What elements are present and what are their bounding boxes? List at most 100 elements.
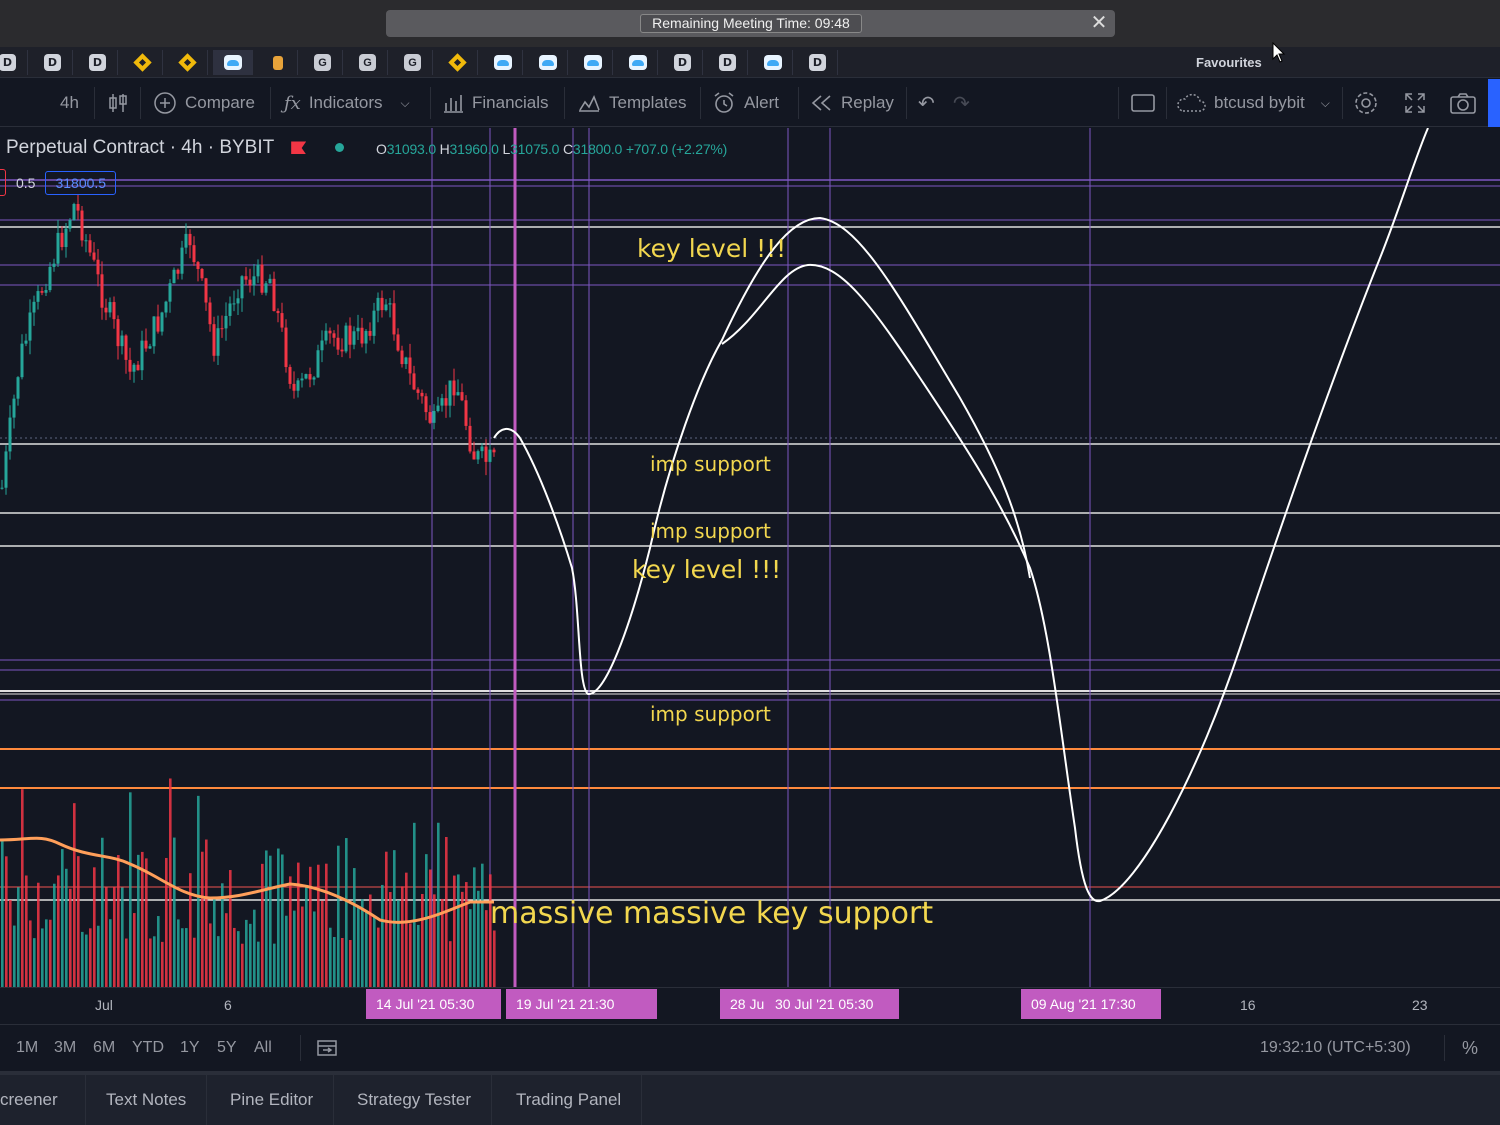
compare-button[interactable]: Compare [153,79,255,127]
volume-bar [29,920,32,987]
favourite-item[interactable]: G [303,50,343,75]
favourite-item[interactable] [168,50,208,75]
annotation-imp-support-3[interactable]: imp support [650,702,771,726]
volume-bar [337,845,340,987]
time-tick: Jul [95,997,113,1013]
favourite-item[interactable]: G [348,50,388,75]
undo-button[interactable]: ↶ [918,79,935,127]
chart-type-button[interactable] [108,79,128,127]
tab-pine-editor[interactable]: Pine Editor [210,1075,335,1125]
cloud-icon [223,55,242,70]
favourite-item[interactable]: D [708,50,748,75]
range-3m-button[interactable]: 3M [54,1039,77,1056]
volume-bar [325,863,328,987]
d-icon: D [89,54,106,71]
price-input[interactable]: 31800.5 [45,170,117,195]
goto-date-icon[interactable] [316,1037,338,1059]
candle-body [120,335,124,347]
range-all-button[interactable]: All [254,1039,272,1056]
favourite-item[interactable]: G [393,50,433,75]
favourite-item[interactable] [528,50,568,75]
volume-bar [133,913,136,987]
candle-body [12,398,16,418]
volume-bar [405,872,408,987]
time-axis[interactable]: Jul 6 16 23 14 Jul '21 05:30 19 Jul '21 … [0,987,1500,1023]
favourite-item[interactable]: D [78,50,118,75]
favourite-item[interactable]: D [33,50,73,75]
favourite-item[interactable] [258,50,298,75]
favourite-item[interactable]: D [798,50,838,75]
favourite-item[interactable]: D [663,50,703,75]
redo-button[interactable]: ↷ [953,79,970,127]
candle-body [344,325,348,352]
divider [700,87,701,119]
chart-canvas[interactable] [0,128,1500,987]
range-5y-button[interactable]: 5Y [217,1039,237,1056]
favourite-item[interactable]: D [0,50,28,75]
range-1m-button[interactable]: 1M [16,1039,39,1056]
browser-top-bar: Remaining Meeting Time: 09:48 ✕ [0,0,1500,47]
candle-body [248,279,252,286]
timezone-clock[interactable]: 19:32:10 (UTC+5:30) [1260,1039,1411,1056]
annotation-imp-support-2[interactable]: imp support [650,519,771,543]
templates-button[interactable]: Templates [577,79,686,127]
volume-bar [25,875,28,987]
volume-bar [21,789,24,987]
favourite-item[interactable] [213,50,253,75]
favourite-item[interactable] [573,50,613,75]
percent-scale-button[interactable]: % [1462,1038,1479,1058]
interval-button[interactable]: 4h [60,79,79,127]
select-layout-button[interactable] [1131,79,1155,127]
close-icon[interactable]: ✕ [1090,12,1108,34]
tab-screener[interactable]: creener ⌵ [0,1075,86,1125]
alarm-clock-icon [714,92,734,113]
financials-button[interactable]: Financials [442,79,549,127]
flag-icon[interactable] [291,141,307,155]
volume-bar [437,822,440,987]
snapshot-button[interactable] [1450,79,1476,127]
settings-button[interactable] [1353,79,1379,127]
favourite-item[interactable] [753,50,793,75]
range-1y-button[interactable]: 1Y [180,1039,200,1056]
range-6m-button[interactable]: 6M [93,1039,116,1056]
annotation-key-level-top[interactable]: key level !!! [637,234,787,263]
fullscreen-button[interactable] [1404,79,1426,127]
range-ytd-button[interactable]: YTD [132,1039,164,1056]
volume-bar [253,909,256,987]
tab-trading-panel[interactable]: Trading Panel [496,1075,643,1125]
chart-legend[interactable]: Perpetual Contract · 4h · BYBIT [6,137,345,159]
tab-text-notes[interactable]: Text Notes [86,1075,208,1125]
replay-button[interactable]: Replay [811,79,894,127]
d-icon: D [674,54,691,71]
volume-bar [349,940,352,987]
tab-label: Strategy Tester [357,1090,472,1109]
favourite-item[interactable] [618,50,658,75]
volume-bar [293,910,296,987]
volume-bar [265,850,268,987]
favourite-item[interactable] [438,50,478,75]
annotation-key-level-mid[interactable]: key level !!! [632,555,782,584]
indicators-button[interactable]: ƒx Indicators ⌵ [284,79,410,127]
candle-body [336,337,340,350]
alert-button[interactable]: Alert [712,79,779,127]
time-marker-label: 14 Jul '21 05:30 [366,989,501,1019]
symbol-title[interactable]: Perpetual Contract · 4h · BYBIT [6,137,274,158]
volume-bar [69,888,72,987]
volume-bar [233,927,236,987]
layout-name-button[interactable]: btcusd bybit ⌵ [1176,79,1330,127]
annotation-massive-support[interactable]: massive massive key support [490,896,934,931]
volume-bar [269,855,272,987]
chart-pane[interactable]: Perpetual Contract · 4h · BYBIT O31093.0… [0,128,1500,987]
candle-body [424,396,428,413]
favourite-item[interactable] [123,50,163,75]
annotation-imp-support-1[interactable]: imp support [650,452,771,476]
candle-body [300,378,304,381]
candle-body [172,269,176,284]
favourites-label[interactable]: Favourites [1196,55,1262,70]
price-input-row[interactable]: 0.5 31800.5 [0,168,117,197]
volume-bar [13,925,16,987]
publish-button[interactable] [1488,79,1500,127]
favourite-item[interactable] [483,50,523,75]
volume-bar [313,911,316,987]
tab-strategy-tester[interactable]: Strategy Tester [337,1075,493,1125]
